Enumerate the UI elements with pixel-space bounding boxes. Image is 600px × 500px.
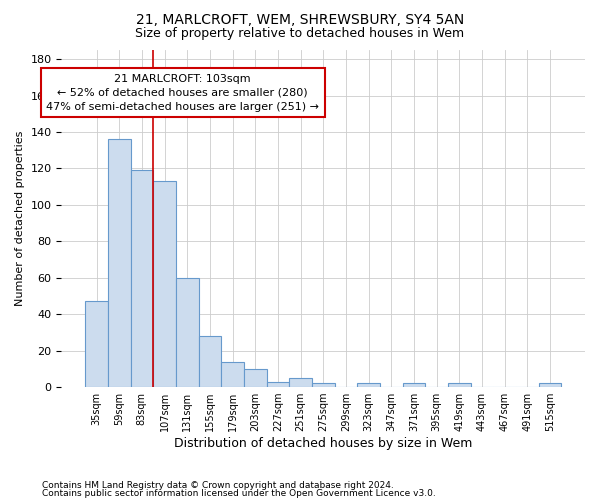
Text: Contains public sector information licensed under the Open Government Licence v3: Contains public sector information licen… [42, 488, 436, 498]
Bar [266, 382, 289, 387]
Bar [403, 384, 425, 387]
Bar [539, 384, 561, 387]
Bar [176, 278, 199, 387]
Bar [289, 378, 312, 387]
Y-axis label: Number of detached properties: Number of detached properties [15, 131, 25, 306]
Bar [131, 170, 153, 387]
Bar [244, 369, 266, 387]
Text: Contains HM Land Registry data © Crown copyright and database right 2024.: Contains HM Land Registry data © Crown c… [42, 481, 394, 490]
Bar [153, 181, 176, 387]
Bar [357, 384, 380, 387]
Text: 21 MARLCROFT: 103sqm
← 52% of detached houses are smaller (280)
47% of semi-deta: 21 MARLCROFT: 103sqm ← 52% of detached h… [46, 74, 319, 112]
Bar [85, 302, 108, 387]
Bar [108, 140, 131, 387]
X-axis label: Distribution of detached houses by size in Wem: Distribution of detached houses by size … [174, 437, 472, 450]
Bar [448, 384, 470, 387]
Bar [199, 336, 221, 387]
Text: 21, MARLCROFT, WEM, SHREWSBURY, SY4 5AN: 21, MARLCROFT, WEM, SHREWSBURY, SY4 5AN [136, 12, 464, 26]
Bar [312, 384, 335, 387]
Text: Size of property relative to detached houses in Wem: Size of property relative to detached ho… [136, 28, 464, 40]
Bar [221, 362, 244, 387]
